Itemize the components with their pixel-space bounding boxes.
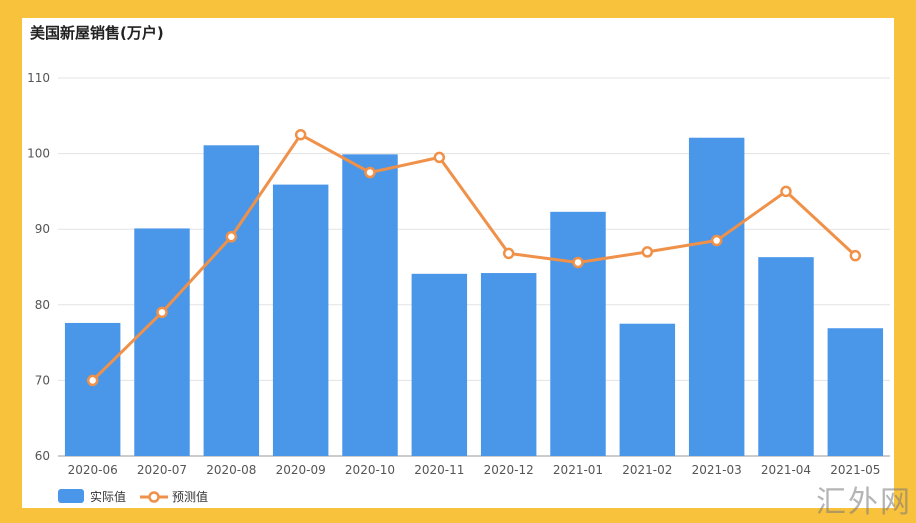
forecast-point [710,234,723,247]
bar [688,137,745,456]
forecast-point [641,246,654,258]
forecast-point [294,128,307,141]
chart-title: 美国新屋销售(万户) [30,24,164,42]
y-tick-label: 90 [35,222,50,236]
chart-panel: 美国新屋销售(万户) 60 70 80 90 100 110 2020-06 2020-07 2… [22,18,894,508]
y-tick-label: 100 [27,147,50,161]
forecast-point [572,256,584,269]
y-tick-label: 80 [35,298,50,312]
legend-label-actual: 实际值 [90,489,126,504]
bar [203,145,260,456]
x-tick-label: 2020-12 [484,463,534,477]
y-tick-label: 60 [35,449,50,463]
bar [827,328,884,456]
x-tick-label: 2021-01 [553,463,603,477]
bar [342,154,398,456]
forecast-point [433,151,446,164]
forecast-point [156,306,168,319]
bar [550,211,606,456]
forecast-point [502,247,515,260]
bar [64,322,121,456]
bar [480,273,537,456]
forecast-line [91,133,857,382]
x-tick-label: 2020-07 [137,463,187,477]
forecast-point [364,166,376,179]
y-tick-label: 110 [27,71,50,85]
bar [134,228,190,456]
bar [272,184,329,456]
bar [619,323,676,456]
x-tick-label: 2020-09 [276,463,326,477]
x-tick-label: 2021-05 [830,463,880,477]
x-tick-label: 2020-11 [414,463,464,477]
legend-marker-forecast [148,491,160,503]
watermark: 汇外网 [816,485,912,520]
bar [758,257,814,456]
x-tick-label: 2020-10 [345,463,395,477]
x-tick-label: 2021-04 [761,463,811,477]
x-tick-label: 2020-06 [68,463,118,477]
legend-swatch-actual [58,489,84,503]
x-tick-label: 2020-08 [206,463,256,477]
x-tick-label: 2021-02 [622,463,672,477]
forecast-point [849,249,862,262]
forecast-point [780,185,792,198]
bar [411,273,468,456]
y-tick-label: 70 [35,373,50,387]
forecast-point [225,231,238,243]
chart-svg: 60 70 80 90 100 110 2020-06 2020-07 2020-08 2020-… [27,71,890,504]
forecast-point [86,374,99,387]
x-tick-label: 2021-03 [692,463,742,477]
legend-label-forecast: 预测值 [172,489,208,504]
